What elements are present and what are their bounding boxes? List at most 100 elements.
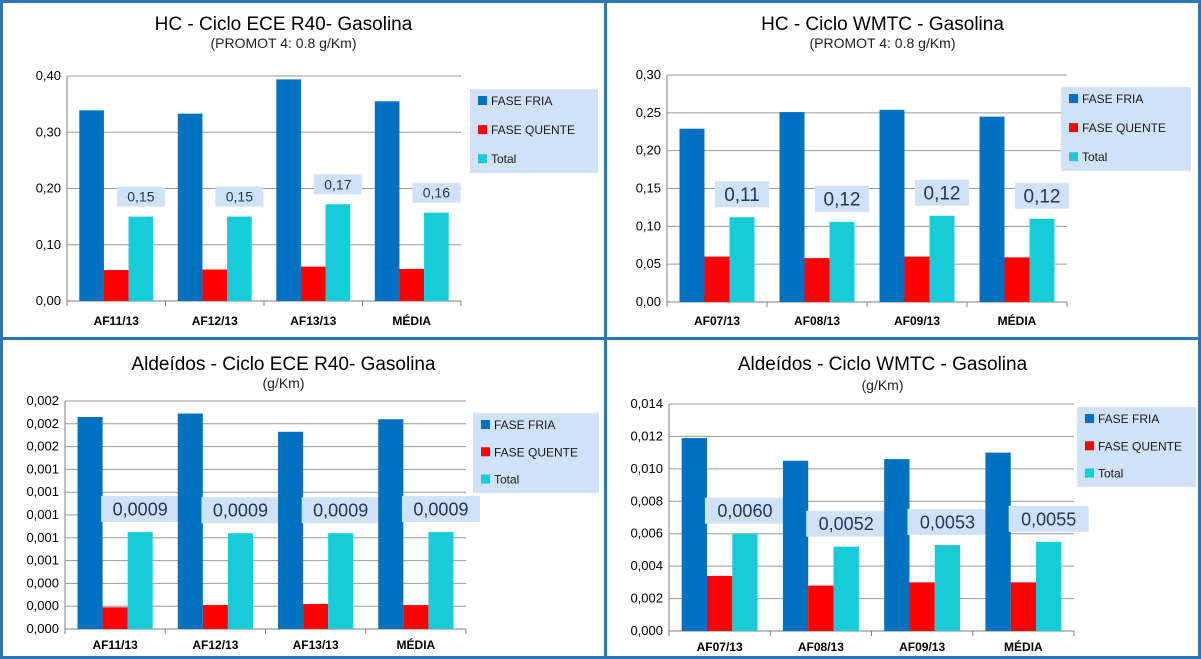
data-label-box	[907, 509, 988, 536]
data-label-total: 0,12	[1024, 187, 1061, 208]
bar-fria	[177, 413, 203, 629]
bar-quente	[904, 256, 930, 302]
bar-quente	[202, 605, 228, 629]
legend-label: Total	[494, 473, 519, 487]
chart-panel-aldeidos-ece-r40: Aldeídos - Ciclo ECE R40- Gasolina (g/Km)…	[0, 337, 607, 659]
category-label: AF12/13	[192, 638, 238, 652]
bar-quente	[808, 585, 834, 631]
y-tick-label: 0,000	[26, 621, 59, 636]
legend-swatch-total	[1069, 152, 1078, 162]
legend-swatch-total	[481, 474, 490, 484]
y-tick-label: 0,001	[26, 553, 59, 568]
chart-subtitle: (PROMOT 4: 0.8 g/Km)	[810, 35, 956, 51]
y-tick-label: 0,25	[636, 105, 661, 120]
bar-quente	[102, 607, 128, 629]
y-tick-label: 0,014	[630, 396, 663, 411]
legend-box	[470, 89, 598, 173]
legend-swatch-quente	[481, 447, 490, 457]
data-label-total: 0,0055	[1021, 509, 1076, 529]
y-tick-label: 0,000	[26, 598, 59, 613]
y-tick-label: 0,012	[630, 428, 663, 443]
legend-label: FASE QUENTE	[1098, 439, 1182, 453]
legend-swatch-total	[1085, 468, 1094, 478]
bar-fria	[276, 79, 301, 301]
bar-total	[929, 215, 955, 302]
data-label-total: 0,12	[924, 184, 961, 205]
y-tick-label: 0,40	[36, 68, 61, 83]
legend-label: FASE FRIA	[494, 418, 555, 432]
y-tick-label: 0,010	[630, 461, 663, 476]
data-label-box	[815, 185, 869, 212]
legend-swatch-quente	[1069, 123, 1078, 133]
bar-fria	[79, 110, 104, 301]
legend-label: FASE FRIA	[1098, 412, 1159, 426]
data-label-box	[215, 186, 264, 207]
data-label-box	[915, 179, 969, 206]
bar-quente	[909, 582, 935, 631]
category-label: AF08/13	[798, 640, 844, 654]
chart-subtitle: (PROMOT 4: 0.8 g/Km)	[211, 35, 357, 51]
legend-swatch-fria	[1069, 94, 1078, 103]
category-label: MÉDIA	[397, 637, 436, 652]
bar-fria	[378, 419, 404, 629]
data-label-box	[201, 497, 280, 524]
bar-quente	[804, 258, 830, 302]
y-tick-label: 0,10	[36, 237, 61, 252]
bar-fria	[879, 109, 905, 302]
data-label-box	[401, 496, 480, 523]
bar-fria	[374, 101, 400, 301]
y-tick-label: 0,30	[36, 124, 61, 139]
y-tick-label: 0,20	[36, 181, 61, 196]
data-label-total: 0,11	[724, 185, 760, 206]
bar-total	[1036, 541, 1062, 631]
bar-total	[325, 204, 351, 301]
legend-box	[473, 413, 599, 493]
bar-total	[729, 217, 755, 302]
y-tick-label: 0,000	[26, 575, 59, 590]
bar-quente	[202, 269, 228, 301]
bar-fria	[278, 431, 304, 629]
chart-aldeidos-wmtc: Aldeídos - Ciclo WMTC - Gasolina (g/Km) 0,…	[630, 354, 1196, 654]
bar-total	[732, 533, 758, 631]
chart-panel-aldeidos-wmtc: Aldeídos - Ciclo WMTC - Gasolina (g/Km) 0,…	[604, 337, 1201, 659]
data-label-total: 0,17	[324, 176, 351, 192]
bar-total	[128, 216, 154, 301]
data-label-box	[412, 182, 461, 203]
y-tick-label: 0,006	[630, 526, 663, 541]
bar-quente	[300, 266, 326, 301]
y-tick-label: 0,002	[630, 591, 663, 606]
legend-label: FASE FRIA	[491, 94, 552, 108]
bar-total	[934, 545, 961, 631]
bar-total	[428, 532, 454, 629]
bar-quente	[706, 575, 733, 631]
y-tick-label: 0,002	[26, 393, 59, 408]
category-label: AF11/13	[92, 638, 138, 652]
data-label-total: 0,0009	[313, 501, 368, 521]
legend-label: FASE QUENTE	[1082, 121, 1166, 135]
bar-total	[829, 221, 855, 302]
bar-fria	[779, 112, 805, 303]
data-label-total: 0,0053	[920, 513, 975, 533]
legend-swatch-fria	[1085, 414, 1094, 423]
bar-fria	[77, 416, 103, 629]
chart-subtitle: (g/Km)	[862, 377, 904, 393]
legend-label: FASE QUENTE	[494, 445, 578, 459]
data-label-box	[1015, 182, 1069, 209]
bar-quente	[303, 603, 329, 629]
y-tick-label: 0,001	[26, 484, 59, 499]
bar-quente	[103, 270, 129, 301]
y-tick-label: 0,002	[26, 439, 59, 454]
data-label-total: 0,0009	[413, 500, 468, 520]
chart-aldeidos-ece-r40: Aldeídos - Ciclo ECE R40- Gasolina(g/Km)…	[26, 354, 599, 652]
data-label-box	[116, 186, 165, 207]
y-tick-label: 0,00	[36, 293, 61, 308]
bar-total	[227, 533, 253, 629]
bar-total	[1029, 218, 1055, 302]
y-tick-label: 0,15	[636, 181, 661, 196]
bar-quente	[399, 268, 425, 301]
bar-quente	[1010, 582, 1037, 631]
category-label: AF11/13	[94, 314, 140, 328]
y-tick-label: 0,002	[26, 416, 59, 431]
data-label-box	[101, 496, 180, 523]
y-tick-label: 0,30	[636, 67, 661, 82]
